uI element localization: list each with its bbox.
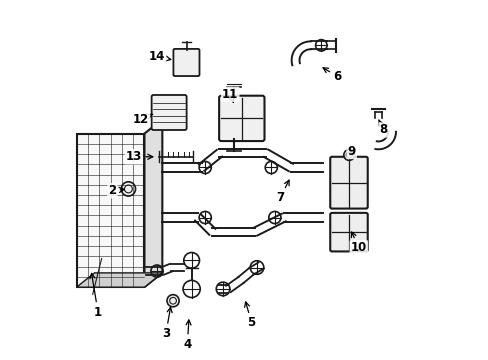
Polygon shape xyxy=(77,134,144,287)
Circle shape xyxy=(343,150,354,160)
FancyBboxPatch shape xyxy=(219,96,264,141)
Polygon shape xyxy=(144,119,162,287)
Text: 12: 12 xyxy=(133,113,153,126)
Text: 7: 7 xyxy=(276,180,288,204)
Text: 3: 3 xyxy=(162,307,172,340)
Text: 2: 2 xyxy=(108,184,124,197)
FancyBboxPatch shape xyxy=(173,49,199,76)
Text: 9: 9 xyxy=(347,145,355,158)
FancyBboxPatch shape xyxy=(151,95,186,130)
Text: 6: 6 xyxy=(323,68,341,83)
Polygon shape xyxy=(77,273,162,287)
Circle shape xyxy=(121,182,135,196)
Text: 13: 13 xyxy=(125,150,152,163)
Text: 10: 10 xyxy=(350,232,366,255)
Text: 1: 1 xyxy=(90,274,102,319)
FancyBboxPatch shape xyxy=(329,157,367,208)
FancyBboxPatch shape xyxy=(329,213,367,251)
Text: 14: 14 xyxy=(148,50,170,63)
Text: 4: 4 xyxy=(183,320,191,351)
Text: 5: 5 xyxy=(244,302,255,329)
Text: 8: 8 xyxy=(378,120,387,136)
Text: 11: 11 xyxy=(222,88,238,102)
Circle shape xyxy=(166,295,179,307)
